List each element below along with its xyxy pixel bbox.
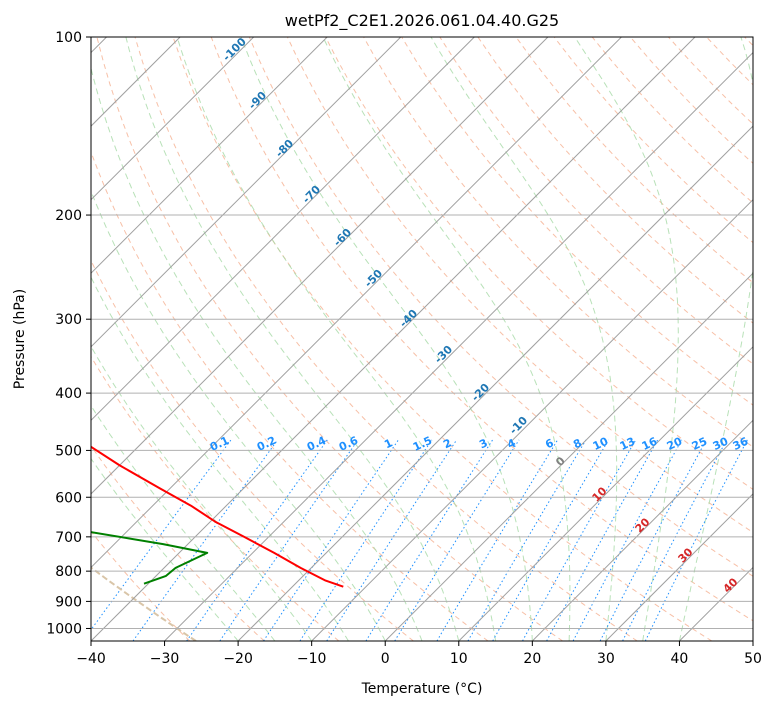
mixing-ratio-line — [299, 439, 433, 641]
y-tick-label: 100 — [55, 30, 82, 46]
isotherm-line — [458, 346, 753, 641]
y-tick-label: 200 — [55, 208, 82, 224]
isotherm-line — [91, 37, 402, 348]
moist-adiabat — [91, 66, 423, 641]
x-tick-label: −40 — [76, 651, 106, 667]
isotherm-line — [531, 419, 753, 641]
mixing-ratio-label: 16 — [640, 435, 660, 453]
moist-adiabat — [240, 37, 533, 641]
mixing-ratio-line — [436, 439, 559, 641]
moist-adiabat — [322, 37, 571, 641]
isotherm-line — [91, 37, 475, 422]
dry-adiabat — [439, 37, 753, 365]
mixing-ratio-label: 25 — [690, 435, 709, 453]
moist-adiabat — [91, 457, 239, 641]
x-tick-label: 40 — [671, 651, 689, 667]
isotherm-line — [237, 125, 753, 641]
x-tick-label: 20 — [523, 651, 541, 667]
isotherm-line — [91, 37, 328, 274]
dry-adiabat — [91, 150, 489, 641]
temperature-line — [91, 445, 344, 588]
axes: −40 −30 −20 −10 0 10 20 30 40 50 100 200 300 400 500 60… — [46, 30, 762, 667]
x-tick-label: 30 — [597, 651, 615, 667]
mixing-ratio-label: 20 — [665, 435, 685, 453]
y-tick-label: 600 — [55, 490, 82, 506]
mixing-ratio-label: 30 — [711, 435, 731, 453]
mixing-ratio-line — [326, 439, 458, 641]
pressure-gridlines — [91, 37, 753, 629]
mixing-ratio-label: 10 — [591, 435, 611, 453]
dry-adiabat — [91, 355, 340, 641]
y-tick-label: 700 — [55, 530, 82, 546]
dry-adiabat — [134, 37, 638, 641]
profile-series — [91, 445, 344, 588]
background-lines — [91, 37, 753, 641]
chart-title: wetPf2_C2E1.2026.061.04.40.G25 — [285, 11, 559, 31]
dry-adiabat — [91, 530, 191, 641]
x-tick-label: 50 — [744, 651, 762, 667]
moist-adiabat — [574, 37, 679, 641]
x-tick-label: −20 — [223, 651, 253, 667]
x-tick-label: 0 — [381, 651, 390, 667]
dry-adiabat — [248, 37, 753, 577]
dry-adiabat — [401, 37, 753, 406]
moist-adiabat — [125, 37, 460, 641]
x-tick-label: −30 — [150, 651, 180, 667]
y-tick-label: 300 — [55, 312, 82, 328]
isotherm-line — [91, 37, 696, 641]
moist-adiabat — [91, 189, 386, 641]
moist-adiabat — [91, 404, 276, 641]
moist-adiabat — [176, 37, 497, 641]
y-tick-label: 400 — [55, 386, 82, 402]
moist-adiabat — [430, 37, 618, 641]
dry-adiabat — [515, 37, 753, 284]
mixing-ratio-line — [467, 439, 587, 641]
mixing-ratio-line — [186, 439, 328, 641]
isotherm-line — [384, 272, 753, 641]
mixing-ratio-line — [91, 439, 232, 631]
isotherm-line — [605, 493, 753, 641]
x-tick-label: −10 — [297, 651, 327, 667]
dry-adiabat — [96, 37, 563, 641]
moist-adiabat — [91, 276, 349, 641]
mixing-ratio-line — [546, 439, 659, 641]
isotherm-line — [164, 51, 753, 641]
mixing-ratio-line — [492, 439, 610, 641]
lcl-curve — [91, 566, 197, 641]
mixing-ratio-label: 36 — [731, 435, 751, 453]
mixing-ratio-line — [263, 439, 399, 641]
mixing-ratio-line — [644, 439, 748, 641]
isotherm-line — [91, 37, 255, 201]
y-tick-label: 800 — [55, 564, 82, 580]
x-tick-label: 10 — [450, 651, 468, 667]
y-tick-label: 500 — [55, 443, 82, 459]
plot-background — [91, 37, 753, 641]
mixing-ratio-label: 13 — [618, 435, 637, 453]
plot-frame — [90, 36, 754, 642]
dry-adiabat — [210, 37, 753, 622]
mixing-ratio-line — [365, 439, 494, 641]
mixing-ratio-line — [522, 439, 637, 641]
dry-adiabat — [91, 444, 265, 641]
isotherm-line — [91, 37, 622, 569]
y-axis-label: Pressure (hPa) — [12, 289, 28, 389]
x-axis-label: Temperature (°C) — [361, 681, 483, 697]
isotherm-line — [311, 198, 753, 641]
y-tick-label: 900 — [55, 594, 82, 610]
mixing-ratio-line — [219, 439, 359, 641]
y-tick-label: 1000 — [46, 621, 82, 637]
dry-adiabat — [172, 37, 713, 641]
isotherm-line — [91, 37, 549, 495]
moist-adiabat — [678, 37, 753, 641]
